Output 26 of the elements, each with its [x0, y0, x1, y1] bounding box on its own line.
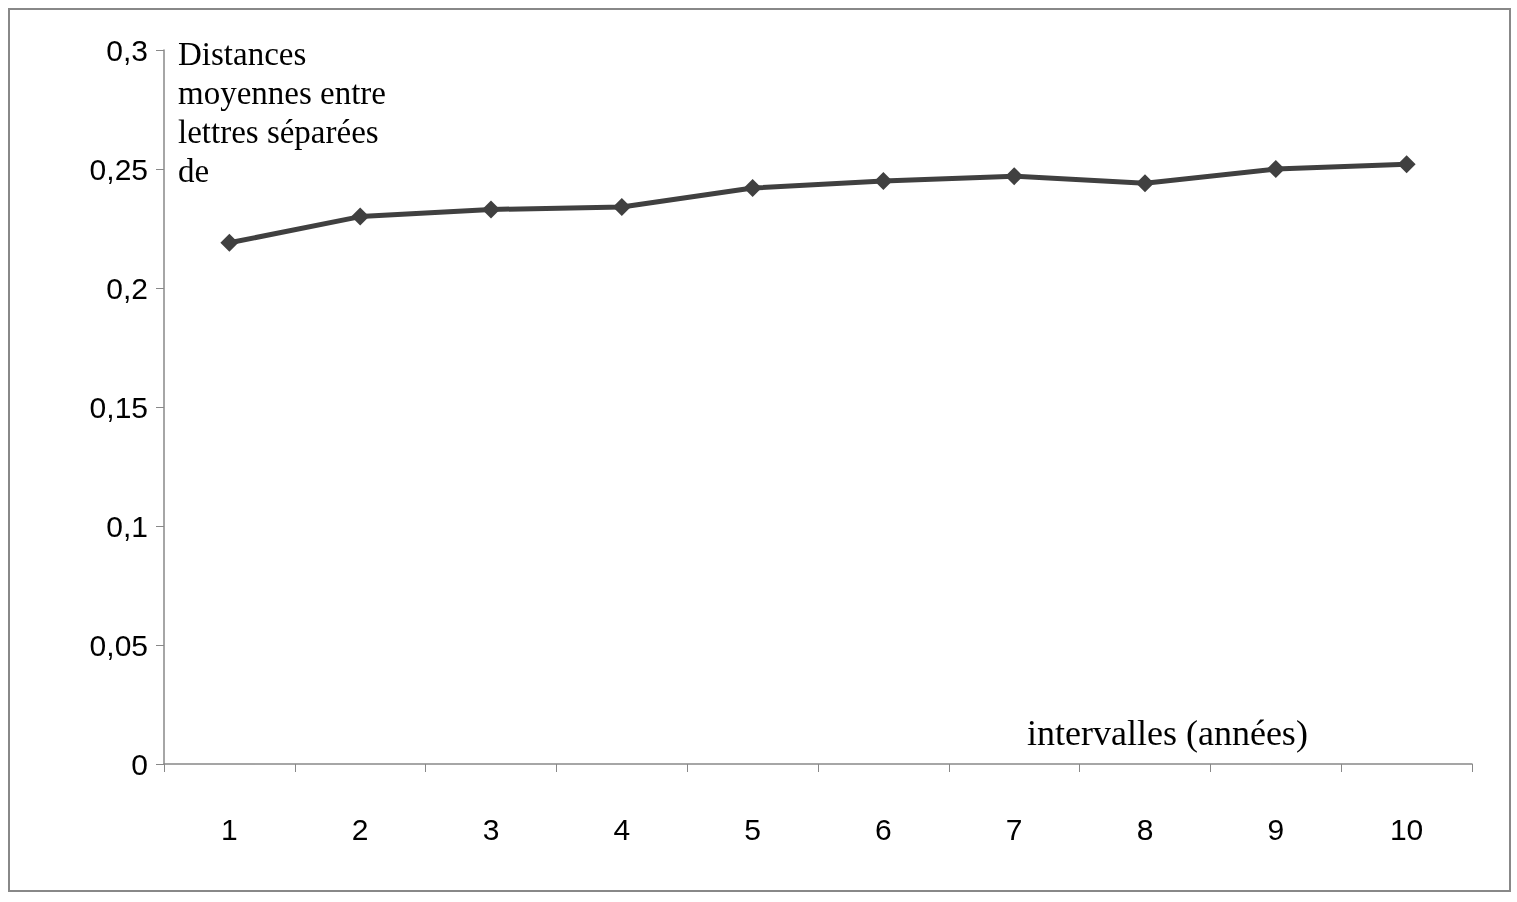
y-tick-label: 0,3: [106, 33, 148, 67]
y-tick-label: 0,05: [89, 628, 148, 662]
x-tick-label: 2: [351, 812, 369, 846]
point: [743, 179, 762, 198]
x-tick-label: 8: [1136, 812, 1154, 846]
x-tick-label: 9: [1267, 812, 1285, 846]
x-tick-label: 4: [613, 812, 631, 846]
x-tick-label: 1: [221, 812, 238, 846]
x-tick-label: 7: [1005, 812, 1023, 846]
x-tick-label: 10: [1389, 812, 1424, 846]
point: [351, 207, 370, 226]
y-tick-label: 0,2: [106, 271, 148, 305]
y-tick-label: 0,15: [89, 390, 148, 424]
point: [1266, 160, 1285, 178]
y-tick-label: 0,25: [89, 152, 148, 186]
x-tick-label: 5: [744, 812, 761, 846]
y-tick-label: 0: [131, 747, 148, 781]
point: [1136, 174, 1154, 193]
point: [482, 200, 500, 219]
x-tick-label: 6: [875, 812, 892, 846]
point: [220, 233, 239, 252]
y-tick-label: 0,1: [106, 509, 148, 543]
point: [874, 171, 893, 190]
x-tick-label: 3: [482, 812, 500, 846]
y-axis-title: Distances moyennes entre lettres séparées de: [178, 35, 395, 189]
x-axis-title: intervalles (années): [1027, 713, 1308, 753]
